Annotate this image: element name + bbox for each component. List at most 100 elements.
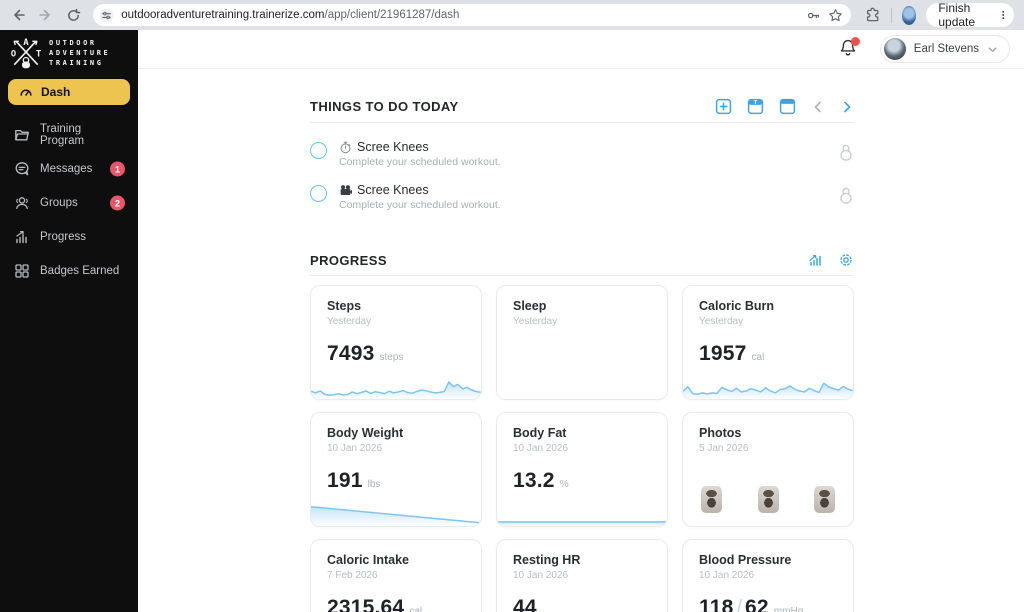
card-title: Body Fat [513, 426, 567, 440]
sidebar-item-label: Training Program [40, 123, 85, 147]
next-day-icon[interactable] [840, 100, 854, 114]
sidebar-item-badges-earned[interactable]: Badges Earned [0, 254, 138, 288]
card-title: Blood Pressure [699, 553, 792, 567]
brand-name: Outdoor Adventure Training [49, 39, 111, 67]
progress-divider [310, 275, 854, 276]
card-value: 2315.64 [327, 596, 405, 612]
site-settings-icon[interactable] [99, 8, 114, 23]
sidebar-item-progress[interactable]: Progress [0, 220, 138, 254]
card-sleep[interactable]: Sleep Yesterday [496, 285, 668, 400]
finish-update-button[interactable]: Finish update [926, 1, 1014, 29]
card-date: 5 Jan 2026 [699, 443, 749, 454]
card-value: 1957 [699, 342, 747, 365]
card-unit: % [559, 479, 569, 490]
bookmark-star-icon[interactable] [828, 8, 843, 23]
extensions-icon[interactable] [865, 7, 881, 23]
toolbar-separator [891, 7, 892, 23]
steps-sparkline [311, 371, 481, 399]
notification-dot [850, 37, 860, 46]
people-icon [16, 197, 28, 210]
video-workout-icon [340, 184, 352, 195]
progress-settings-icon[interactable] [838, 252, 854, 268]
photo-thumbnail[interactable] [757, 486, 779, 513]
bar-chart-icon [16, 231, 27, 244]
card-date: 10 Jan 2026 [699, 570, 755, 581]
kettlebell-icon[interactable] [838, 144, 854, 167]
main-content: THINGS TO DO TODAY T [138, 68, 1024, 612]
user-avatar [883, 38, 906, 60]
sidebar-nav: Training Program Messages 1 Groups 2 Pro… [0, 118, 138, 288]
card-date: 10 Jan 2026 [513, 570, 569, 581]
todo-item-workout-1[interactable]: Scree Knees Complete your scheduled work… [310, 134, 854, 177]
brand-logo[interactable]: A O T Outdoor Adventure Training [0, 30, 138, 75]
card-value: 7493 [327, 342, 375, 365]
stopwatch-icon [340, 141, 351, 153]
todo-checkbox[interactable] [310, 185, 327, 202]
card-title: Caloric Burn [699, 299, 775, 313]
photo-thumbnail[interactable] [701, 486, 722, 513]
calendar-today-icon[interactable]: T [747, 98, 764, 115]
card-title: Steps [327, 299, 362, 313]
todo-section-title: THINGS TO DO TODAY [310, 99, 459, 114]
notifications-button[interactable] [838, 37, 860, 60]
forward-icon[interactable] [38, 6, 54, 24]
card-body-fat[interactable]: Body Fat 10 Jan 2026 13.2% [496, 412, 668, 527]
sidebar-item-training-program[interactable]: Training Program [0, 118, 138, 152]
url-domain: outdooradventuretraining.trainerize.com [121, 9, 325, 21]
prev-day-icon[interactable] [811, 100, 825, 114]
progress-section-title: PROGRESS [310, 252, 387, 268]
dash-icon [20, 89, 32, 96]
finish-update-label: Finish update [938, 1, 976, 29]
url-text[interactable]: outdooradventuretraining.trainerize.com/… [121, 9, 799, 21]
card-blood-pressure[interactable]: Blood Pressure 10 Jan 2026 118 / 62 mmHg [682, 539, 854, 612]
sidebar-item-messages[interactable]: Messages 1 [0, 152, 138, 186]
sidebar-item-dash[interactable]: Dash [8, 79, 130, 105]
back-icon[interactable] [10, 6, 26, 24]
card-body-weight[interactable]: Body Weight 10 Jan 2026 191 lbs [310, 412, 482, 527]
body-weight-sparkline [311, 498, 481, 526]
password-key-icon[interactable] [806, 8, 821, 23]
card-resting-hr[interactable]: Resting HR 10 Jan 2026 44 [496, 539, 668, 612]
browser-profile-avatar[interactable] [901, 5, 917, 25]
card-caloric-burn[interactable]: Caloric Burn Yesterday 1957 cal [682, 285, 854, 400]
card-steps[interactable]: Steps Yesterday 7493 steps [310, 285, 482, 400]
sidebar-item-groups[interactable]: Groups 2 [0, 186, 138, 220]
kebab-menu-icon[interactable] [998, 8, 1008, 22]
photo-thumbnails [701, 486, 835, 513]
card-photos[interactable]: Photos 5 Jan 2026 [682, 412, 854, 527]
oat-monogram-icon: A O T [11, 38, 42, 69]
card-value: 13.2 [513, 469, 555, 492]
messages-badge: 1 [110, 161, 125, 177]
folder-icon [15, 129, 29, 141]
card-title: Caloric Intake [327, 553, 409, 567]
sidebar: A O T Outdoor Adventure Training Dash [0, 30, 138, 612]
progress-chart-icon[interactable] [807, 252, 823, 268]
card-caloric-intake[interactable]: Caloric Intake 7 Feb 2026 2315.64 cal [310, 539, 482, 612]
grid-icon [15, 264, 29, 278]
todo-item-workout-2[interactable]: Scree Knees Complete your scheduled work… [310, 177, 854, 220]
caloric-burn-sparkline [683, 371, 853, 399]
card-title: Sleep [513, 299, 547, 313]
progress-cards-grid: Steps Yesterday 7493 steps Sleep Yesterda… [310, 285, 854, 612]
card-date: 10 Jan 2026 [327, 443, 383, 454]
reload-icon[interactable] [66, 6, 81, 24]
photo-thumbnail[interactable] [814, 486, 835, 513]
card-title: Photos [699, 426, 742, 440]
card-unit: cal [409, 606, 423, 612]
card-unit: mmHg [773, 606, 804, 612]
svg-text:T: T [754, 100, 758, 106]
todo-checkbox[interactable] [310, 142, 327, 159]
svg-text:A: A [23, 38, 29, 48]
card-date: 7 Feb 2026 [327, 570, 378, 581]
body-fat-sparkline [497, 498, 667, 526]
calendar-icon[interactable] [779, 98, 796, 115]
card-value: 191 [327, 469, 363, 492]
kettlebell-icon[interactable] [838, 187, 854, 210]
user-menu[interactable]: Earl Stevens [879, 35, 1010, 63]
add-todo-icon[interactable] [715, 98, 732, 115]
url-bar[interactable]: outdooradventuretraining.trainerize.com/… [93, 4, 852, 26]
chat-icon [15, 162, 29, 176]
user-name: Earl Stevens [913, 43, 979, 55]
card-title: Body Weight [327, 426, 404, 440]
card-date: Yesterday [699, 316, 744, 327]
